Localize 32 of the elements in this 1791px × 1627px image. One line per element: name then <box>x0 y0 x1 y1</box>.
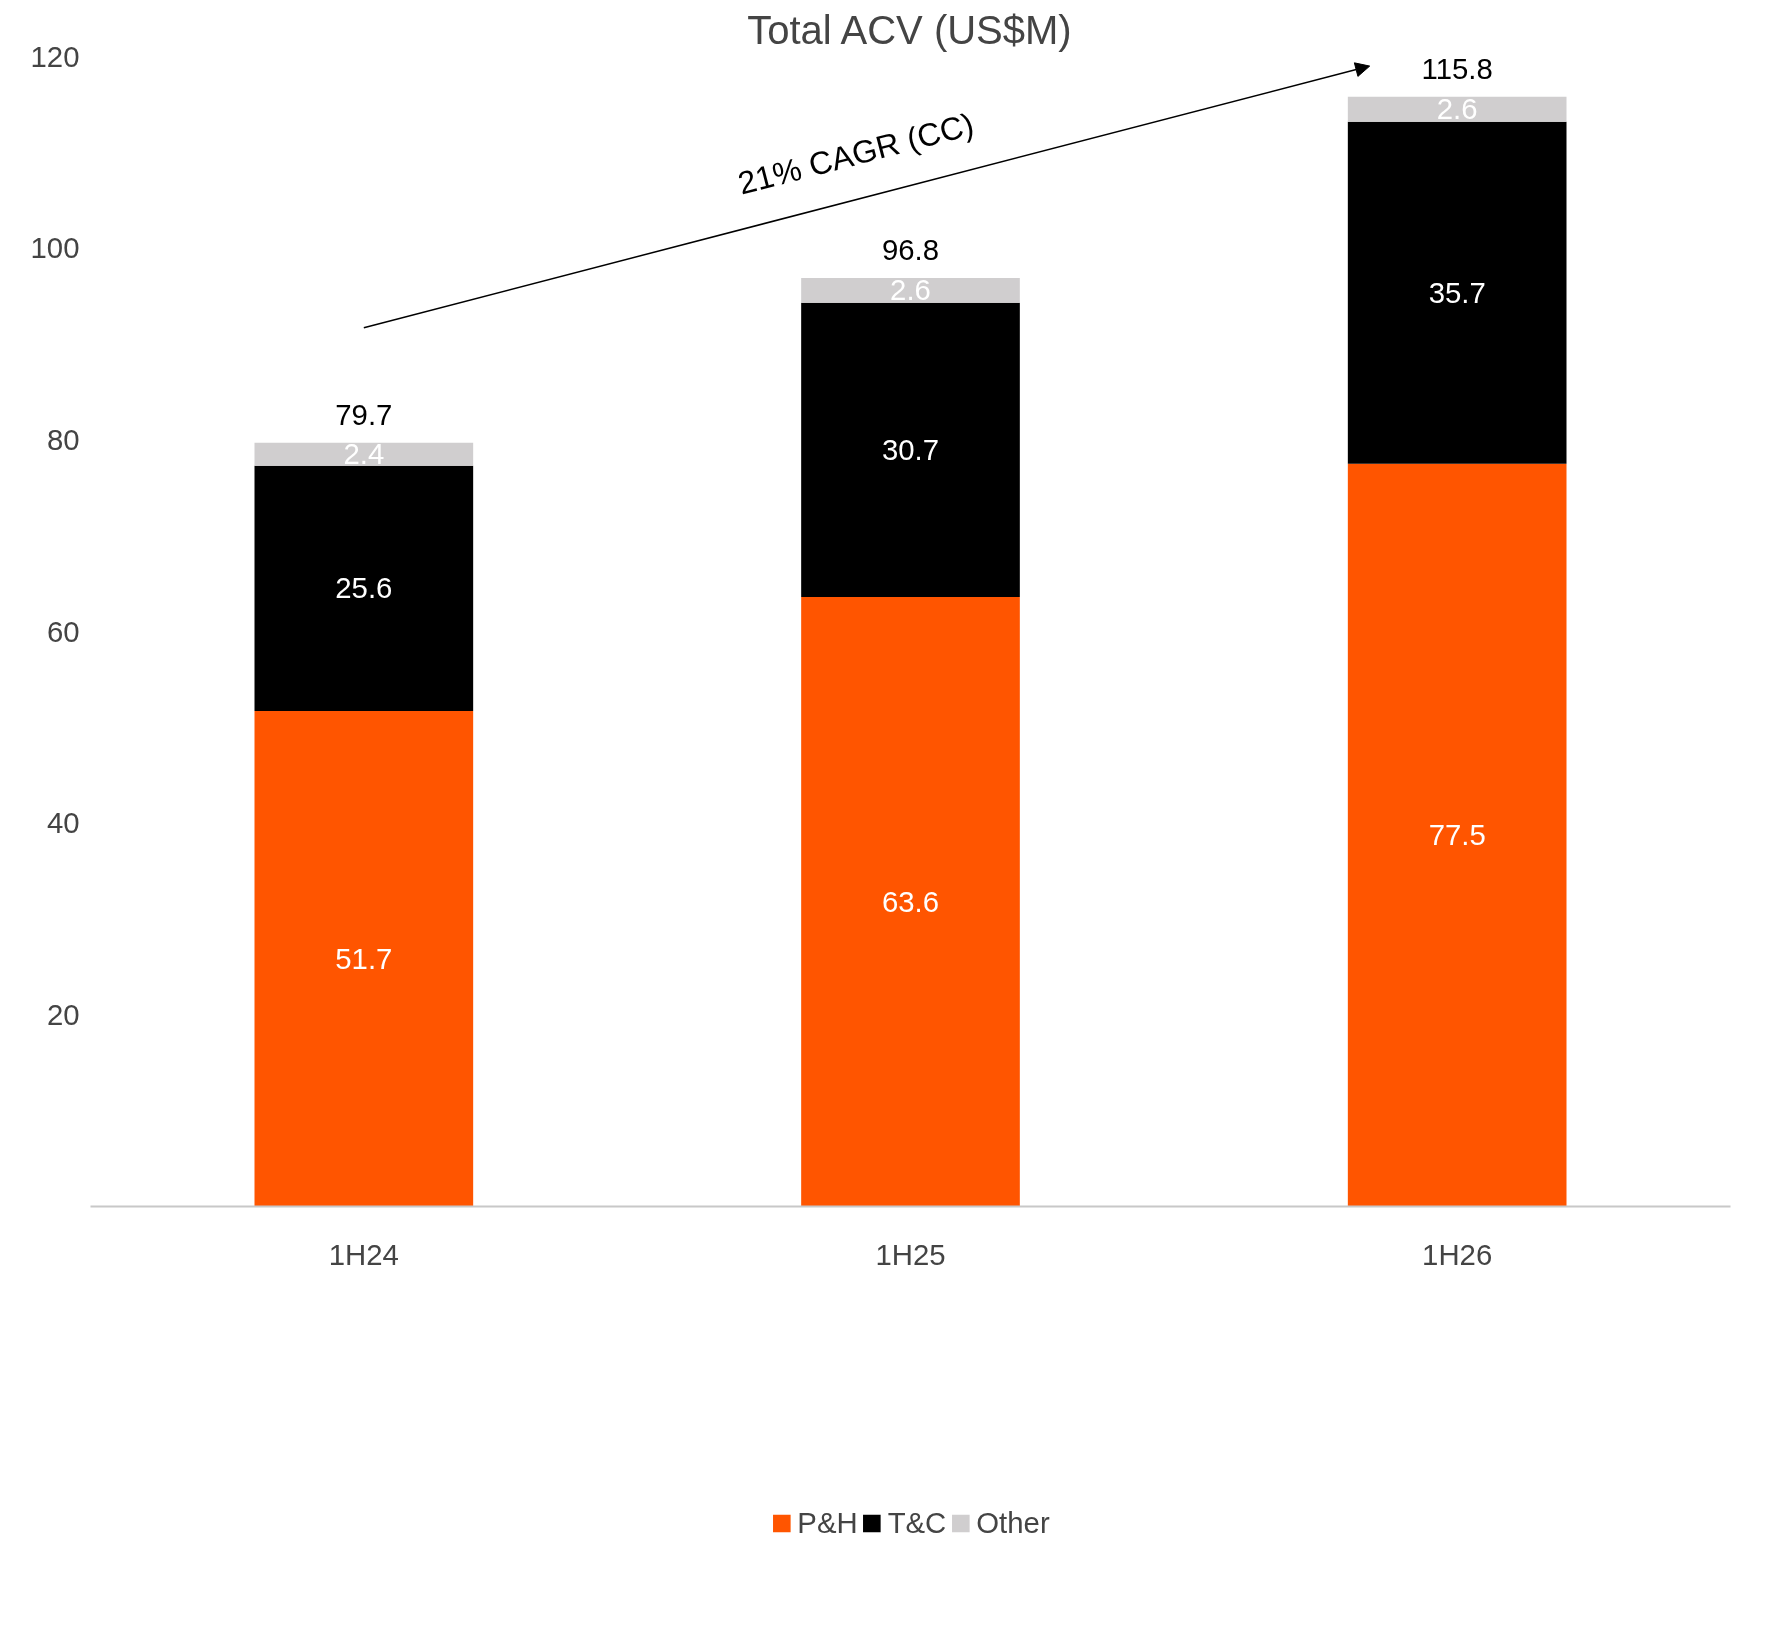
y-tick-label: 120 <box>30 39 80 73</box>
x-tick-label: 1H25 <box>875 1237 946 1271</box>
data-label: 35.7 <box>1428 275 1486 309</box>
chart-title: Total ACV (US$M) <box>747 7 1072 52</box>
y-tick-label: 20 <box>46 997 80 1031</box>
bar <box>801 277 1020 303</box>
bar <box>1347 463 1567 1207</box>
data-label: 25.6 <box>335 571 393 605</box>
data-label: 30.7 <box>881 432 940 466</box>
bar <box>801 302 1020 597</box>
legend-label: P&H <box>797 1506 858 1540</box>
data-label: 63.6 <box>881 884 940 918</box>
y-tick-label: 100 <box>30 231 80 265</box>
legend-label: Other <box>976 1506 1050 1540</box>
y-tick-label: 60 <box>46 614 80 648</box>
data-label: 51.7 <box>335 941 393 975</box>
bar <box>254 711 474 1207</box>
bar <box>254 442 474 466</box>
bar <box>801 597 1020 1207</box>
annotation: 21% CAGR (CC) <box>734 105 978 202</box>
bar <box>1347 96 1567 122</box>
x-tick-label: 1H26 <box>1422 1237 1493 1271</box>
data-label: 77.5 <box>1428 818 1486 852</box>
y-tick-label: 40 <box>46 806 80 840</box>
legend-label: T&C <box>887 1506 947 1540</box>
total-label: 96.8 <box>881 232 940 266</box>
y-tick-label: 80 <box>46 422 80 456</box>
total-label: 79.7 <box>335 397 393 431</box>
bar <box>254 465 474 712</box>
x-tick-label: 1H24 <box>328 1237 399 1271</box>
bar <box>1347 121 1567 464</box>
total-label: 115.8 <box>1421 51 1493 85</box>
